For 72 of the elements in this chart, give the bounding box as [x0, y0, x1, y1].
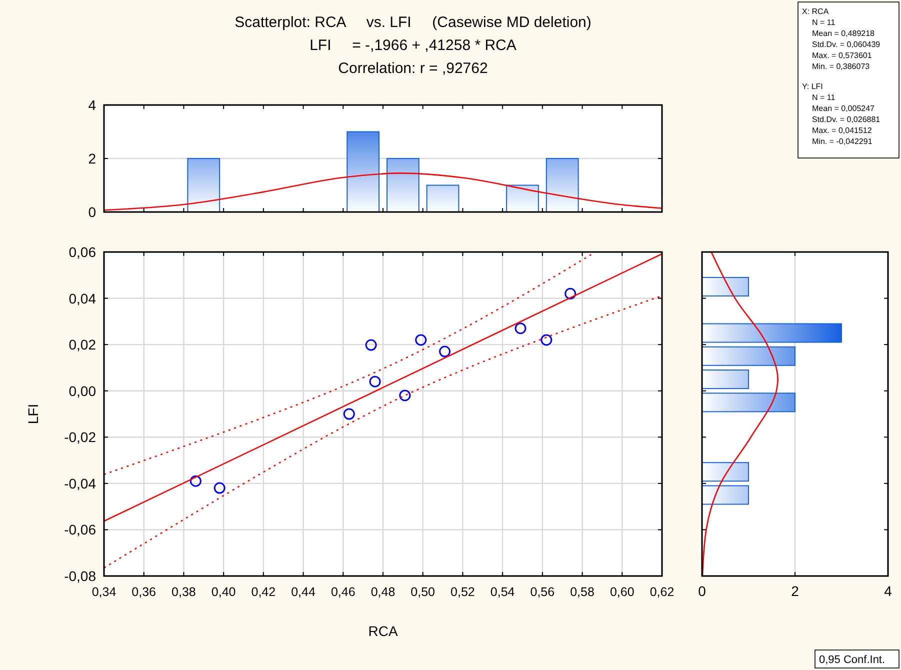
- text: Std.Dv. = 0,026881: [812, 115, 881, 124]
- point: [399, 390, 411, 402]
- y-tick-label: 0,00: [68, 382, 96, 399]
- text: Min. = 0,386073: [812, 62, 870, 71]
- text: Y: LFI: [802, 82, 823, 91]
- y-axis-title: LFI: [25, 404, 41, 424]
- x-tick-label: 0,40: [211, 585, 236, 599]
- line-series: [104, 295, 662, 569]
- point: [343, 408, 355, 420]
- text: N = 11: [812, 18, 836, 27]
- chart-title: Scatterplot: RCA vs. LFI (Casewise MD deletion): [234, 14, 592, 31]
- y-tick-label: -0,04: [64, 475, 96, 492]
- y-tick-label: 0: [88, 204, 96, 220]
- x-tick-label: 0,46: [330, 585, 356, 599]
- x-tick-label: 0,44: [291, 585, 316, 599]
- text: Max. = 0,041512: [812, 126, 872, 135]
- x-tick-label: 0,58: [570, 585, 594, 599]
- x-tick-label: 0,42: [251, 585, 276, 599]
- text: X: RCA: [802, 7, 830, 16]
- x-tick-label: 0,62: [650, 585, 674, 599]
- x-tick-label: 0,54: [490, 585, 515, 599]
- bar: [702, 370, 749, 390]
- chart-subtitle: LFI = -,1966 + ,41258 * RCA Correlation: r = ,92762: [310, 37, 516, 77]
- x-tick-label: 0,60: [610, 585, 634, 599]
- bar: [546, 158, 579, 212]
- bar: [702, 392, 796, 412]
- text: Mean = 0,005247: [812, 104, 876, 113]
- bar: [702, 462, 749, 482]
- y-tick-label: 4: [88, 97, 96, 113]
- text: N = 11: [812, 93, 836, 102]
- text: 0,95 Conf.Int.: [819, 654, 886, 666]
- x-tick-label: 2: [791, 583, 800, 599]
- point: [214, 482, 226, 494]
- text: Max. = 0,573601: [812, 51, 872, 60]
- y-tick-label: 0,06: [68, 244, 96, 260]
- x-tick-label: 0,52: [450, 585, 475, 599]
- x-tick-label: 0,50: [410, 585, 436, 599]
- point: [415, 334, 427, 346]
- x-tick-label: 4: [884, 583, 892, 599]
- bar: [346, 131, 380, 212]
- x-tick-label: 0: [698, 583, 706, 599]
- point: [540, 334, 552, 346]
- point: [369, 376, 381, 388]
- point: [564, 288, 576, 300]
- text: Min. = -0,042291: [812, 137, 873, 146]
- x-tick-label: 0,38: [172, 585, 196, 599]
- bar: [702, 485, 749, 505]
- bar: [506, 184, 539, 212]
- text: Std.Dv. = 0,060439: [812, 40, 881, 49]
- point: [514, 322, 526, 334]
- text: Mean = 0,489218: [812, 29, 876, 38]
- bar: [386, 158, 420, 212]
- y-tick-label: 2: [88, 150, 96, 166]
- x-tick-label: 0,34: [92, 585, 116, 599]
- point: [439, 346, 451, 358]
- x-tick-label: 0,36: [132, 585, 156, 599]
- point: [365, 339, 377, 351]
- bar: [702, 276, 749, 296]
- bar: [187, 158, 220, 212]
- bar: [702, 346, 796, 366]
- y-tick-label: 0,04: [68, 290, 96, 306]
- x-tick-label: 0,56: [530, 585, 555, 599]
- y-tick-label: -0,06: [64, 522, 96, 538]
- y-tick-label: -0,02: [64, 429, 96, 446]
- y-tick-label: -0,08: [64, 568, 96, 584]
- x-axis-title: RCA: [368, 623, 398, 639]
- x-tick-label: 0,48: [370, 585, 396, 599]
- line-series: [104, 172, 662, 211]
- point: [190, 475, 202, 487]
- bar: [702, 323, 842, 343]
- y-tick-label: 0,02: [68, 336, 96, 353]
- bar: [426, 184, 460, 212]
